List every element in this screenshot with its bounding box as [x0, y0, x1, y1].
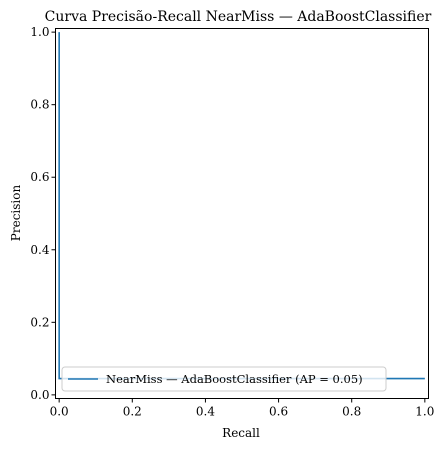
- x-axis-label: Recall: [222, 426, 260, 440]
- x-tick-label: 0.6: [269, 405, 288, 419]
- x-tick-label: 1.0: [415, 405, 434, 419]
- y-tick-label: 0.6: [30, 170, 49, 184]
- plot-frame: [55, 28, 429, 399]
- legend-box: [61, 366, 387, 392]
- x-tick-label: 0.8: [342, 405, 361, 419]
- y-tick-label: 0.8: [30, 98, 49, 112]
- chart-title: Curva Precisão-Recall NearMiss — AdaBoos…: [45, 9, 432, 25]
- legend: NearMiss — AdaBoostClassifier (AP = 0.05…: [61, 366, 387, 392]
- x-tick-label: 0.4: [196, 405, 215, 419]
- x-axis: 0.0 0.2 0.4 0.6 0.8 1.0: [50, 398, 434, 419]
- y-tick-label: 0.0: [30, 388, 49, 402]
- y-tick-label: 1.0: [30, 25, 49, 39]
- y-tick-label: 0.4: [30, 243, 49, 257]
- y-axis-label: Precision: [9, 185, 23, 242]
- x-tick-label: 0.2: [123, 405, 142, 419]
- x-tick-label: 0.0: [50, 405, 69, 419]
- y-tick-label: 0.2: [30, 315, 49, 329]
- y-axis: 0.0 0.2 0.4 0.6 0.8 1.0: [30, 25, 56, 402]
- pr-curve-line: [58, 32, 425, 380]
- plot-area: [58, 32, 425, 380]
- legend-entry-label: NearMiss — AdaBoostClassifier (AP = 0.05…: [106, 372, 363, 386]
